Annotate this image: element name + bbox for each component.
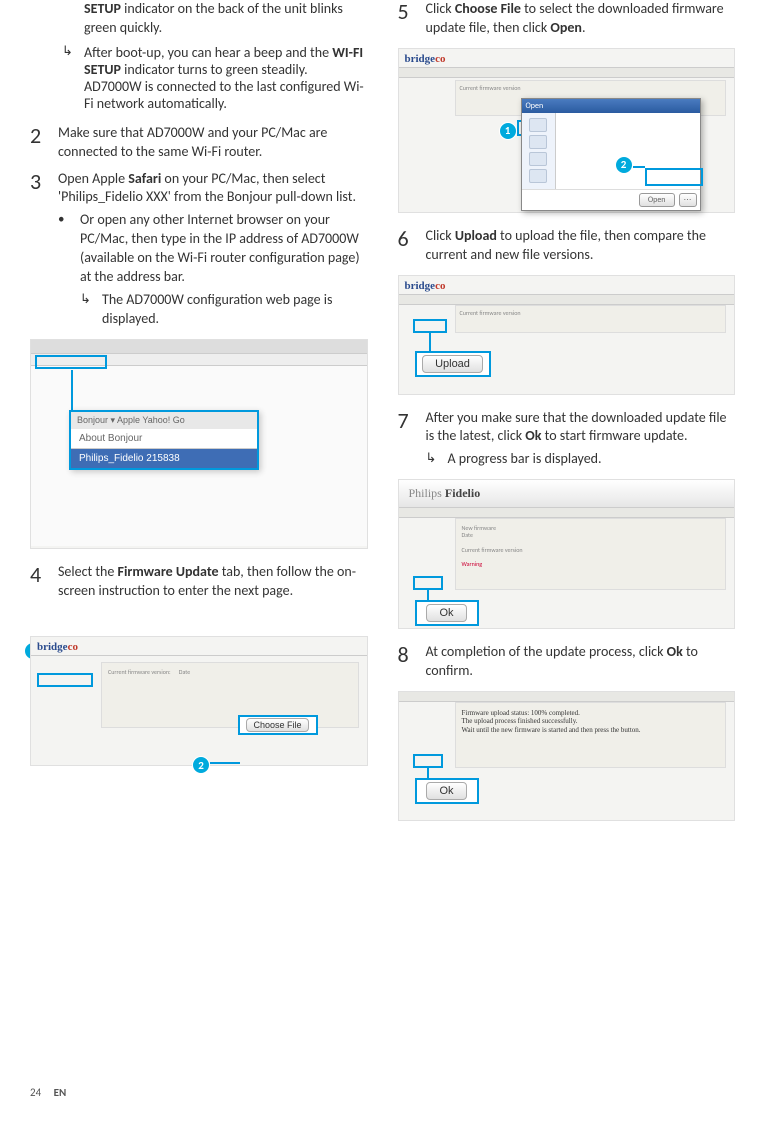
upload-btn: Upload xyxy=(422,355,483,373)
callout-2: 2 xyxy=(192,756,210,774)
step-4: 4 Select the Firmware Update tab, then f… xyxy=(30,563,368,601)
cont-b-text: After boot-up, you can hear a beep and t… xyxy=(84,44,368,112)
step3-result: ↳ The AD7000W configuration web page is … xyxy=(80,291,368,329)
bridgeco-logo: bridgeco xyxy=(31,637,367,655)
lang-code: EN xyxy=(54,1086,67,1099)
step7-body: After you make sure that the downloaded … xyxy=(426,409,736,470)
step-number-4: 4 xyxy=(30,563,58,601)
dropdown-selected: Philips_Fidelio 215838 xyxy=(71,449,257,468)
step2-text: Make sure that AD7000W and your PC/Mac a… xyxy=(58,124,368,162)
bonjour-dropdown: Bonjour ▾ Apple Yahoo! Go About Bonjour … xyxy=(69,410,259,470)
step-number-6: 6 xyxy=(398,227,426,265)
result-arrow-icon: ↳ xyxy=(80,291,102,329)
open-btn: Open xyxy=(639,193,675,207)
figure-upload: bridgeco Current firmware version Upload xyxy=(398,275,736,395)
setup-bold: SETUP xyxy=(84,0,121,17)
dropdown-about: About Bonjour xyxy=(71,429,257,448)
step-number-3: 3 xyxy=(30,170,58,329)
figure-ok2: Firmware upload status: 100% completed. … xyxy=(398,691,736,821)
cont-arrow-b: ↳ After boot-up, you can hear a beep and… xyxy=(62,44,368,112)
callout-1: 1 xyxy=(499,122,517,140)
step-number-7: 7 xyxy=(398,409,426,470)
result-arrow-icon: ↳ xyxy=(62,44,84,112)
fidelio-header: Philips Fidelio xyxy=(399,480,735,508)
step-number-5: 5 xyxy=(398,0,426,38)
step3-bullet: • Or open any other Internet browser on … xyxy=(58,211,368,287)
ok-btn: Ok xyxy=(426,604,466,622)
step-number-2: 2 xyxy=(30,124,58,162)
dropdown-toolbar: Bonjour ▾ Apple Yahoo! Go xyxy=(71,412,257,429)
step-8: 8 At completion of the update process, c… xyxy=(398,643,736,681)
step7-result: ↳ A progress bar is displayed. xyxy=(426,450,736,469)
step8-body: At completion of the update process, cli… xyxy=(426,643,736,681)
step-6: 6 Click Upload to upload the file, then … xyxy=(398,227,736,265)
step6-body: Click Upload to upload the file, then co… xyxy=(426,227,736,265)
step3-body: Open Apple Safari on your PC/Mac, then s… xyxy=(58,170,368,329)
page-footer: 24 EN xyxy=(30,1086,66,1099)
open-dialog: Open Open ⋯ xyxy=(521,98,701,211)
callout-2: 2 xyxy=(615,156,633,174)
choose-file-btn: Choose File xyxy=(246,718,308,732)
cont-a-tail: indicator on the back of the unit blinks… xyxy=(84,0,343,36)
left-column: SETUP indicator on the back of the unit … xyxy=(30,0,368,1040)
step-5: 5 Click Choose File to select the downlo… xyxy=(398,0,736,38)
figure-open: bridgeco Current firmware version 1 Open xyxy=(398,48,736,213)
fw-status-2: The upload process finished successfully… xyxy=(462,717,720,725)
right-column: 5 Click Choose File to select the downlo… xyxy=(398,0,736,1040)
bullet-icon: • xyxy=(58,211,80,287)
bridgeco-logo: bridgeco xyxy=(399,49,735,67)
step4-body: Select the Firmware Update tab, then fol… xyxy=(58,563,368,601)
step-3: 3 Open Apple Safari on your PC/Mac, then… xyxy=(30,170,368,329)
ok-btn: Ok xyxy=(426,782,466,800)
fw-status-3: Wait until the new firmware is started a… xyxy=(462,726,720,734)
figure-bonjour: Bonjour ▾ Apple Yahoo! Go About Bonjour … xyxy=(30,339,368,549)
step-7: 7 After you make sure that the downloade… xyxy=(398,409,736,470)
cont-text-a: SETUP indicator on the back of the unit … xyxy=(84,0,368,38)
result-arrow-icon: ↳ xyxy=(426,450,448,469)
step-2: 2 Make sure that AD7000W and your PC/Mac… xyxy=(30,124,368,162)
fw-status-1: Firmware upload status: 100% completed. xyxy=(462,709,720,717)
step-number-8: 8 xyxy=(398,643,426,681)
page-number: 24 xyxy=(30,1086,41,1099)
figure-fw-tab: 1 Firmware Update bridgeco Current firmw… xyxy=(30,636,368,766)
step5-body: Click Choose File to select the download… xyxy=(426,0,736,38)
figure-ok1: Philips Fidelio New firmwareDateCurrent … xyxy=(398,479,736,629)
